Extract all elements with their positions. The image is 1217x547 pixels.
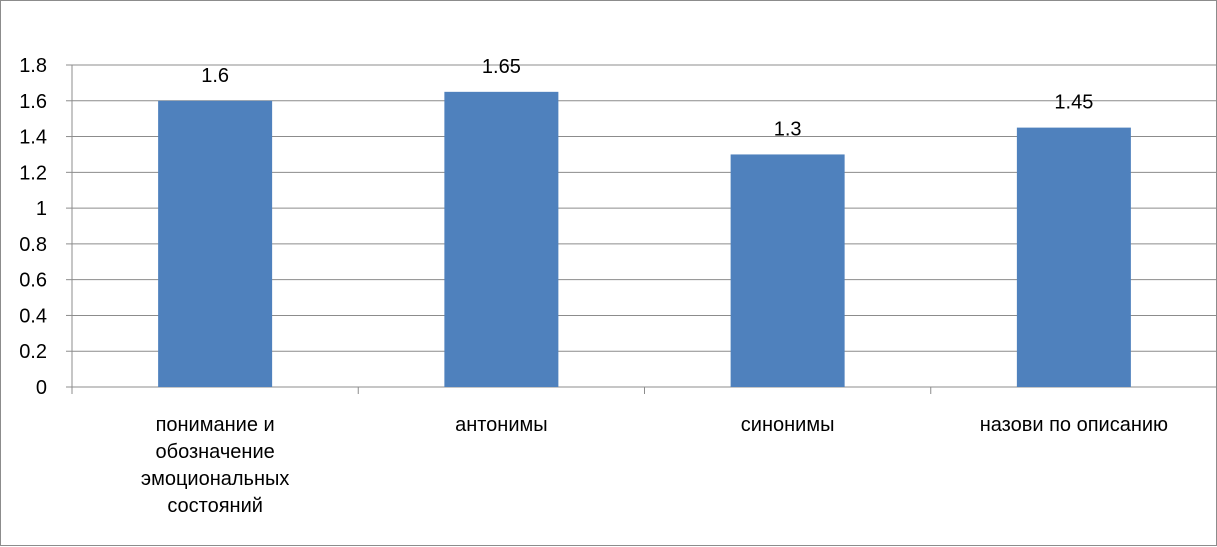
- data-label: 1.45: [1054, 92, 1093, 114]
- bar: [1016, 127, 1131, 387]
- x-category-label: состояний: [167, 495, 263, 517]
- y-tick-label: 1: [36, 198, 47, 220]
- bar: [730, 154, 845, 387]
- data-label: 1.6: [201, 65, 229, 87]
- data-label: 1.65: [482, 56, 521, 78]
- x-category-label: синонимы: [741, 414, 835, 436]
- y-tick-label: 0.6: [19, 270, 47, 292]
- x-category-label: назови по описанию: [980, 414, 1168, 436]
- data-label: 1.3: [774, 118, 802, 140]
- y-tick-label: 0.2: [19, 341, 47, 363]
- x-category-label: эмоциональных: [141, 468, 290, 490]
- y-tick-label: 0.4: [19, 305, 47, 327]
- y-tick-label: 0: [36, 377, 47, 399]
- x-category-label: обозначение: [155, 441, 274, 463]
- y-tick-label: 1.6: [19, 91, 47, 113]
- bar: [444, 91, 559, 387]
- y-tick-label: 1.2: [19, 162, 47, 184]
- y-tick-label: 0.8: [19, 234, 47, 256]
- y-tick-label: 1.8: [19, 55, 47, 77]
- x-category-label: антонимы: [455, 414, 548, 436]
- x-category-label: понимание и: [156, 414, 275, 436]
- y-tick-label: 1.4: [19, 127, 47, 149]
- bar: [158, 100, 273, 388]
